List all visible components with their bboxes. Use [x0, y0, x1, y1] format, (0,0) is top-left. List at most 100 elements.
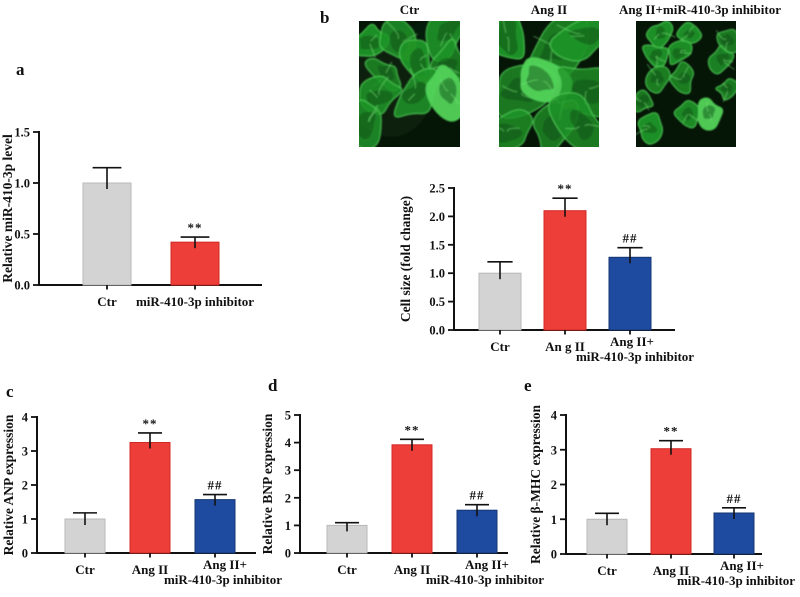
cell-fiber — [570, 35, 585, 37]
cell-fiber — [636, 128, 649, 135]
significance-mark: ## — [727, 491, 742, 506]
y-tick-label: 1.0 — [14, 177, 30, 191]
cell-layer — [359, 21, 460, 147]
y-tick-label: 2.0 — [429, 210, 445, 224]
cell-fiber — [653, 33, 660, 40]
bar-chart-cell-size: 0.0 0.5 1.0 1.5 2.0 2.5 Cell size (fold change… — [398, 181, 694, 364]
cell-interior — [571, 79, 599, 104]
image-label-angii-inhibitor: Ang II+miR-410-3p inhibitor — [619, 2, 781, 17]
image-label-angii: Ang II — [530, 2, 568, 17]
cell-interior — [366, 90, 393, 107]
y-tick-label: 0.0 — [429, 324, 445, 338]
cell-fiber — [506, 127, 520, 132]
x-category-label: Ang II — [132, 562, 169, 577]
cell-fiber — [722, 82, 728, 89]
cell-interior — [649, 49, 663, 63]
cell-fiber — [682, 114, 688, 123]
cell-fiber — [386, 21, 399, 40]
x-category-label: miR-410-3p inhibitor — [136, 294, 254, 309]
cell-fiber — [409, 68, 416, 89]
significance-mark: ** — [405, 422, 420, 437]
cell-fiber — [680, 49, 687, 53]
cell-fiber — [662, 32, 676, 38]
significance-mark: ## — [623, 231, 638, 246]
x-category-label: Ang II+ — [203, 557, 247, 572]
y-tick-label: 5 — [285, 409, 291, 423]
x-category-label: Ang II+ — [720, 558, 764, 573]
bar-chart-bnp-expression: 0 1 2 3 4 5 Relative BNP expression Ctr ** Ang II… — [260, 409, 544, 588]
significance-mark: ## — [208, 478, 223, 493]
x-category-label: miR-410-3p inhibitor — [164, 572, 282, 587]
significance-mark: ** — [664, 424, 679, 439]
y-axis-title: Relative miR-410-3p level — [0, 134, 15, 283]
bar-0 — [82, 182, 132, 286]
y-tick-label: 1 — [285, 519, 291, 533]
cell-fiber — [642, 125, 650, 129]
bar-1 — [650, 448, 692, 555]
y-tick-label: 0.0 — [14, 279, 30, 293]
cell-interior — [716, 53, 730, 66]
bar-1 — [543, 210, 587, 331]
y-tick-label: 2 — [22, 479, 28, 493]
y-axis-title: Relative ANP expression — [1, 414, 16, 555]
cell-interior — [677, 72, 692, 84]
x-category-label: miR-410-3p inhibitor — [677, 573, 795, 588]
bar-chart-bmhc-expression: 0 1 2 3 4 Relative β-MHC expression Ctr ** Ang I… — [528, 404, 795, 588]
fluorescence-image-angii-inhibitor — [636, 21, 736, 147]
bar-2 — [456, 509, 498, 554]
cell-fiber — [369, 43, 376, 58]
y-tick-label: 0 — [551, 548, 557, 562]
cell-fiber — [506, 36, 510, 52]
cell-fiber — [368, 110, 378, 123]
cell-interior — [359, 111, 376, 140]
x-category-label: Ang II — [653, 563, 690, 578]
cell-fiber — [419, 55, 427, 61]
panel-letter-b: b — [320, 8, 330, 27]
cell-fiber — [369, 89, 378, 98]
y-tick-label: 4 — [551, 409, 558, 423]
cell-interior — [720, 83, 733, 94]
cell-fiber — [709, 113, 712, 121]
x-category-label: Ctr — [97, 294, 117, 309]
cell-interior — [655, 26, 666, 39]
cell-fiber — [520, 79, 539, 86]
bar-2 — [713, 512, 755, 555]
y-axis-title: Relative β-MHC expression — [528, 404, 543, 564]
y-tick-label: 3 — [285, 464, 291, 478]
image-label-ctr: Ctr — [399, 2, 420, 17]
y-tick-label: 3 — [22, 445, 28, 459]
cell-interior — [720, 34, 735, 47]
cell-fiber — [501, 85, 518, 93]
cell-interior — [570, 109, 594, 141]
x-category-label: Ang II — [394, 562, 431, 577]
cell-fiber — [449, 67, 460, 74]
cell-fiber — [385, 61, 393, 73]
cell-fiber — [646, 63, 656, 76]
x-category-label: Ctr — [337, 562, 357, 577]
cell-interior — [437, 21, 460, 42]
y-tick-label: 2 — [551, 478, 557, 492]
bar-1 — [129, 442, 171, 554]
cell-fiber — [370, 34, 378, 42]
cell-fiber — [670, 75, 682, 80]
x-category-label: An g II — [545, 339, 585, 354]
cell-fiber — [499, 127, 504, 132]
cell-fiber — [378, 76, 389, 96]
x-category-label: Ctr — [75, 562, 95, 577]
cell-fiber — [402, 33, 418, 42]
cell-fiber — [688, 113, 699, 122]
x-category-label: Ang II+ — [465, 557, 509, 572]
y-tick-label: 0 — [285, 547, 291, 561]
y-axis-title: Relative BNP expression — [260, 413, 275, 554]
cell-fiber — [656, 55, 666, 63]
bar-chart-anp-expression: 0 1 2 3 4 Relative ANP expression Ctr ** Ang II #… — [1, 411, 282, 588]
y-tick-label: 0 — [22, 547, 28, 561]
cell-fiber — [723, 58, 734, 63]
cell-fiber — [502, 21, 507, 33]
y-tick-label: 2.5 — [429, 182, 445, 196]
bar-1 — [170, 241, 220, 286]
x-category-label: Ctr — [490, 339, 510, 354]
cell-fiber — [715, 30, 727, 40]
cell-fiber — [682, 66, 689, 78]
